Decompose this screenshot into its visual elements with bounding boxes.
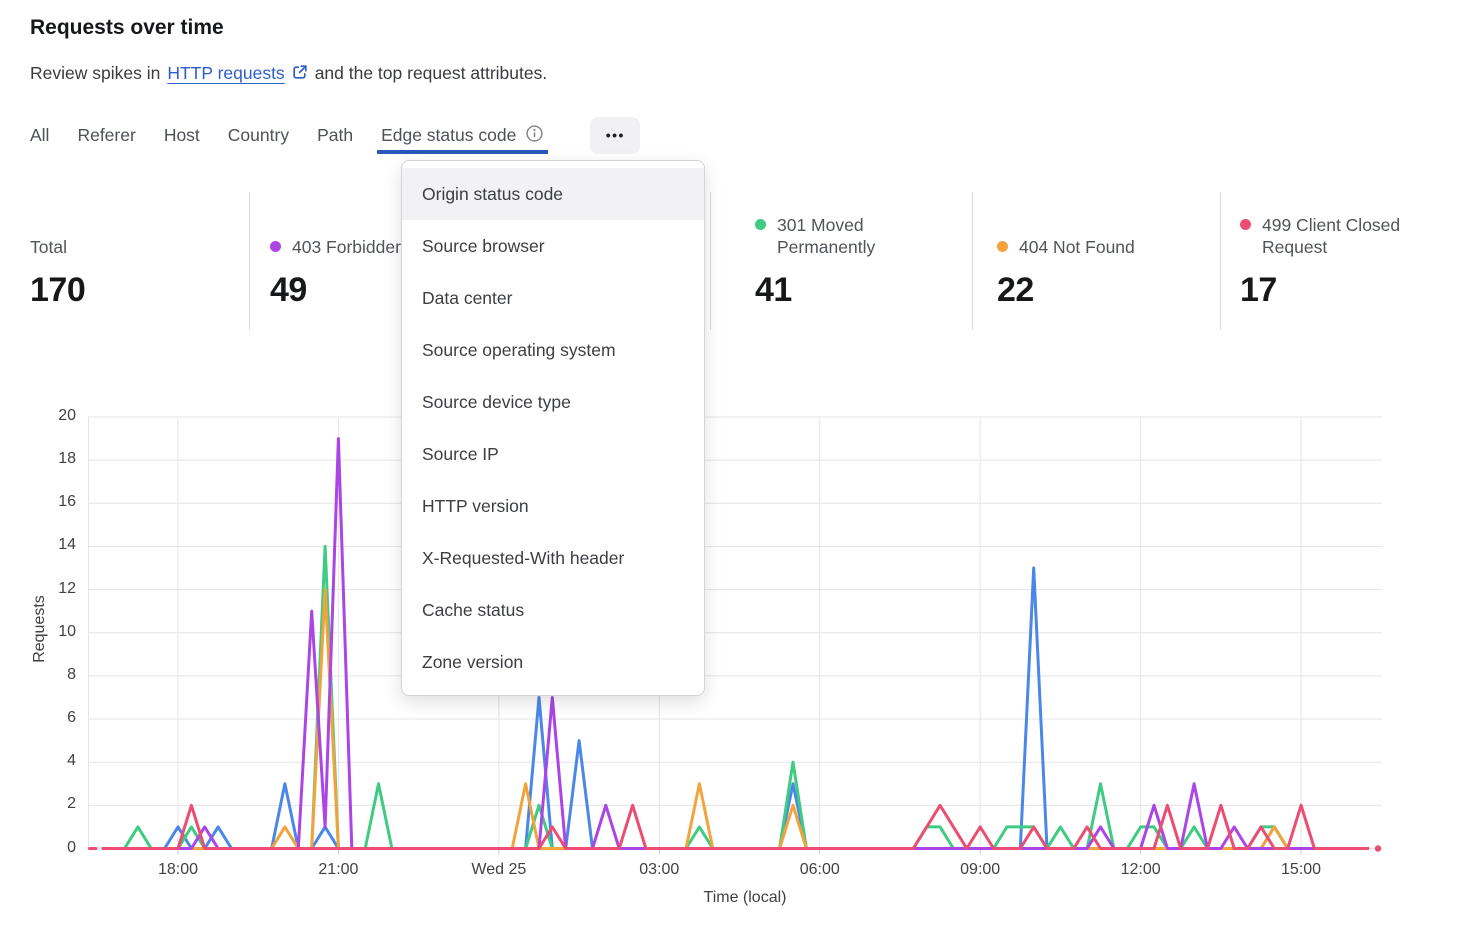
stat-499-label: 499 Client Closed Request xyxy=(1262,215,1401,257)
tab-path[interactable]: Path xyxy=(317,124,354,145)
stat-divider xyxy=(249,192,250,330)
y-axis-tick-label: 2 xyxy=(67,795,76,813)
tab-all[interactable]: All xyxy=(30,124,50,145)
tab-referer[interactable]: Referer xyxy=(77,124,136,145)
menu-item-cache-status[interactable]: Cache status xyxy=(422,599,525,620)
stat-divider xyxy=(710,192,711,330)
attribute-dropdown-menu: Origin status code Source browser Data c… xyxy=(401,160,705,696)
stat-404-label: 404 Not Found xyxy=(1019,237,1135,257)
y-axis-tick-label: 6 xyxy=(67,709,76,727)
y-axis-tick-label: 14 xyxy=(58,536,76,554)
menu-item-x-requested-with-header[interactable]: X-Requested-With header xyxy=(422,547,625,568)
requests-line-chart xyxy=(88,416,1382,855)
y-axis-tick-label: 16 xyxy=(58,493,76,511)
tab-host[interactable]: Host xyxy=(163,124,200,145)
stat-301: 301 Moved Permanently 41 xyxy=(755,192,930,310)
stat-total-value: 170 xyxy=(30,271,86,309)
menu-item-data-center[interactable]: Data center xyxy=(422,287,513,308)
legend-dot-301 xyxy=(755,219,766,230)
x-axis-title: Time (local) xyxy=(703,889,787,906)
stat-divider xyxy=(1220,192,1221,330)
menu-item-source-ip[interactable]: Source IP xyxy=(422,443,499,464)
y-axis-tick-label: 8 xyxy=(67,665,76,683)
menu-item-source-operating-system[interactable]: Source operating system xyxy=(422,339,616,360)
ellipsis-icon: ••• xyxy=(605,127,625,143)
stat-total-label: Total xyxy=(30,237,67,257)
stat-total: Total 170 xyxy=(30,192,205,310)
subtitle-prefix: Review spikes in xyxy=(30,63,161,83)
y-axis-tick-label: 18 xyxy=(58,450,76,468)
legend-dot-499 xyxy=(1240,219,1251,230)
page-title: Requests over time xyxy=(30,16,224,39)
stat-499-value: 17 xyxy=(1240,271,1277,309)
y-axis-tick-label: 10 xyxy=(58,622,76,640)
http-requests-link[interactable]: HTTP requests xyxy=(167,63,285,83)
attribute-tabs: All Referer Host Country Path Edge statu… xyxy=(30,116,641,154)
stat-403-label: 403 Forbidden xyxy=(292,237,405,257)
x-axis-tick-label: 12:00 xyxy=(1120,861,1161,878)
stat-403-value: 49 xyxy=(270,271,307,309)
stat-404: 404 Not Found 22 xyxy=(997,192,1172,310)
x-axis-tick-label: Wed 25 xyxy=(471,861,527,878)
x-axis-tick-label: 09:00 xyxy=(960,861,1001,878)
x-axis-tick-label: 21:00 xyxy=(318,861,359,878)
legend-dot-404 xyxy=(997,241,1008,252)
subtitle-suffix: and the top request attributes. xyxy=(314,63,548,83)
stat-301-label: 301 Moved Permanently xyxy=(777,215,876,257)
menu-item-zone-version[interactable]: Zone version xyxy=(422,651,524,672)
tab-edge-status-code[interactable]: Edge status code xyxy=(377,116,549,154)
x-axis-tick-label: 03:00 xyxy=(639,861,680,878)
stat-301-value: 41 xyxy=(755,271,792,309)
external-link-icon xyxy=(292,64,308,85)
stat-divider xyxy=(972,192,973,330)
stat-499: 499 Client Closed Request 17 xyxy=(1240,192,1415,310)
x-axis-tick-label: 18:00 xyxy=(157,861,198,878)
info-icon[interactable] xyxy=(525,124,544,148)
menu-item-source-device-type[interactable]: Source device type xyxy=(422,391,571,412)
menu-item-origin-status-code[interactable]: Origin status code xyxy=(402,168,704,220)
subtitle: Review spikes in HTTP requests and the t… xyxy=(30,62,547,85)
more-attributes-button[interactable]: ••• xyxy=(590,116,641,154)
menu-item-http-version[interactable]: HTTP version xyxy=(422,495,529,516)
y-axis-tick-label: 0 xyxy=(67,838,76,856)
menu-item-source-browser[interactable]: Source browser xyxy=(422,235,545,256)
y-axis-tick-label: 4 xyxy=(67,752,76,770)
tab-country[interactable]: Country xyxy=(227,124,290,145)
x-axis-tick-label: 15:00 xyxy=(1281,861,1322,878)
tab-edge-status-code-label: Edge status code xyxy=(381,124,517,145)
x-axis-tick-label: 06:00 xyxy=(799,861,840,878)
stat-403: 403 Forbidden 49 xyxy=(270,192,445,310)
stat-404-value: 22 xyxy=(997,271,1034,309)
y-axis-tick-label: 12 xyxy=(58,579,76,597)
y-axis-tick-label: 20 xyxy=(58,407,76,424)
legend-dot-403 xyxy=(270,241,281,252)
